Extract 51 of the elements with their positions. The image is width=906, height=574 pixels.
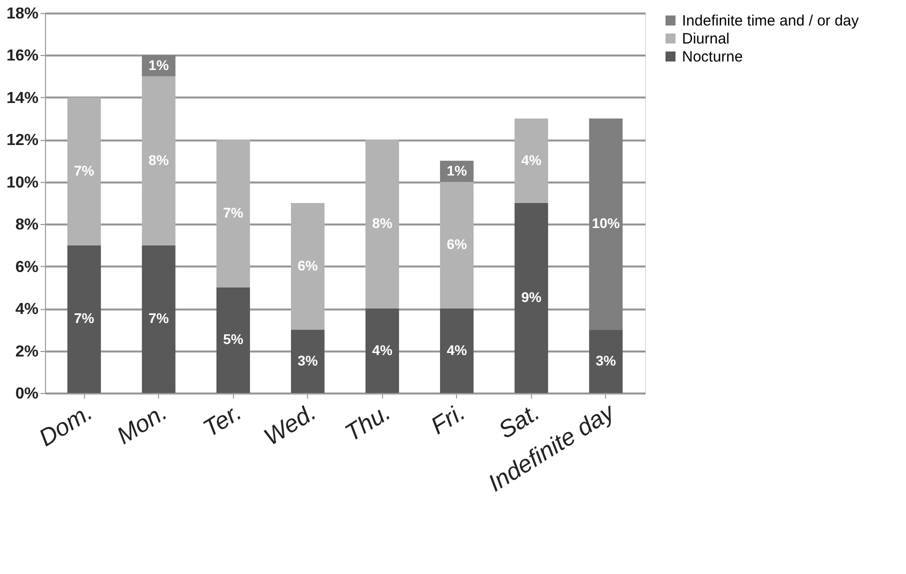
data-label: 3% (596, 352, 617, 368)
data-label: 9% (521, 289, 542, 305)
data-label: 1% (446, 162, 468, 178)
bar (290, 203, 325, 330)
bar (142, 245, 176, 393)
y-tick-label: 14% (6, 90, 38, 107)
data-label: 7% (148, 310, 170, 326)
x-tick-label: Mon. (112, 398, 172, 450)
x-tick-label: Fri. (426, 398, 470, 440)
data-label: 6% (298, 257, 318, 274)
bar (290, 330, 325, 393)
bar (589, 118, 623, 330)
bar (216, 287, 250, 393)
y-tick-label: 12% (6, 132, 38, 150)
x-tick-label: Wed. (260, 398, 321, 452)
y-tick-label: 18% (6, 6, 38, 22)
bar (142, 76, 176, 246)
data-label: 10% (592, 215, 620, 232)
data-label: 8% (148, 152, 170, 168)
bar (67, 245, 101, 393)
bar (365, 140, 400, 309)
legend-label: Nocturne (682, 48, 743, 66)
bar (589, 330, 623, 393)
data-label: 8% (372, 215, 393, 232)
y-tick-label: 8% (15, 216, 38, 234)
data-label: 4% (446, 342, 468, 358)
bar (216, 140, 250, 288)
bar (365, 308, 400, 393)
y-tick-label: 2% (15, 343, 38, 360)
data-label: 3% (298, 352, 318, 368)
bar (514, 118, 548, 203)
data-label: 7% (74, 162, 95, 178)
data-label: 6% (446, 236, 468, 252)
data-label: 7% (74, 310, 95, 326)
data-label: 7% (223, 204, 244, 221)
data-label: 4% (372, 342, 393, 358)
x-tick-label: Thu. (340, 398, 396, 448)
y-tick-label: 16% (6, 48, 38, 65)
bar (67, 97, 101, 246)
y-tick-label: 10% (6, 174, 38, 192)
y-tick-label: 6% (15, 258, 38, 276)
legend-label: Indefinite time and / or day (682, 12, 860, 30)
data-label: 5% (223, 331, 244, 348)
data-label: 4% (521, 152, 542, 168)
bar (514, 203, 548, 393)
x-tick-label: Ter. (198, 398, 246, 443)
y-tick-label: 4% (15, 301, 38, 318)
bar (440, 308, 474, 393)
data-label: 1% (148, 56, 170, 73)
bar (440, 182, 474, 309)
legend-label: Diurnal (682, 30, 730, 48)
